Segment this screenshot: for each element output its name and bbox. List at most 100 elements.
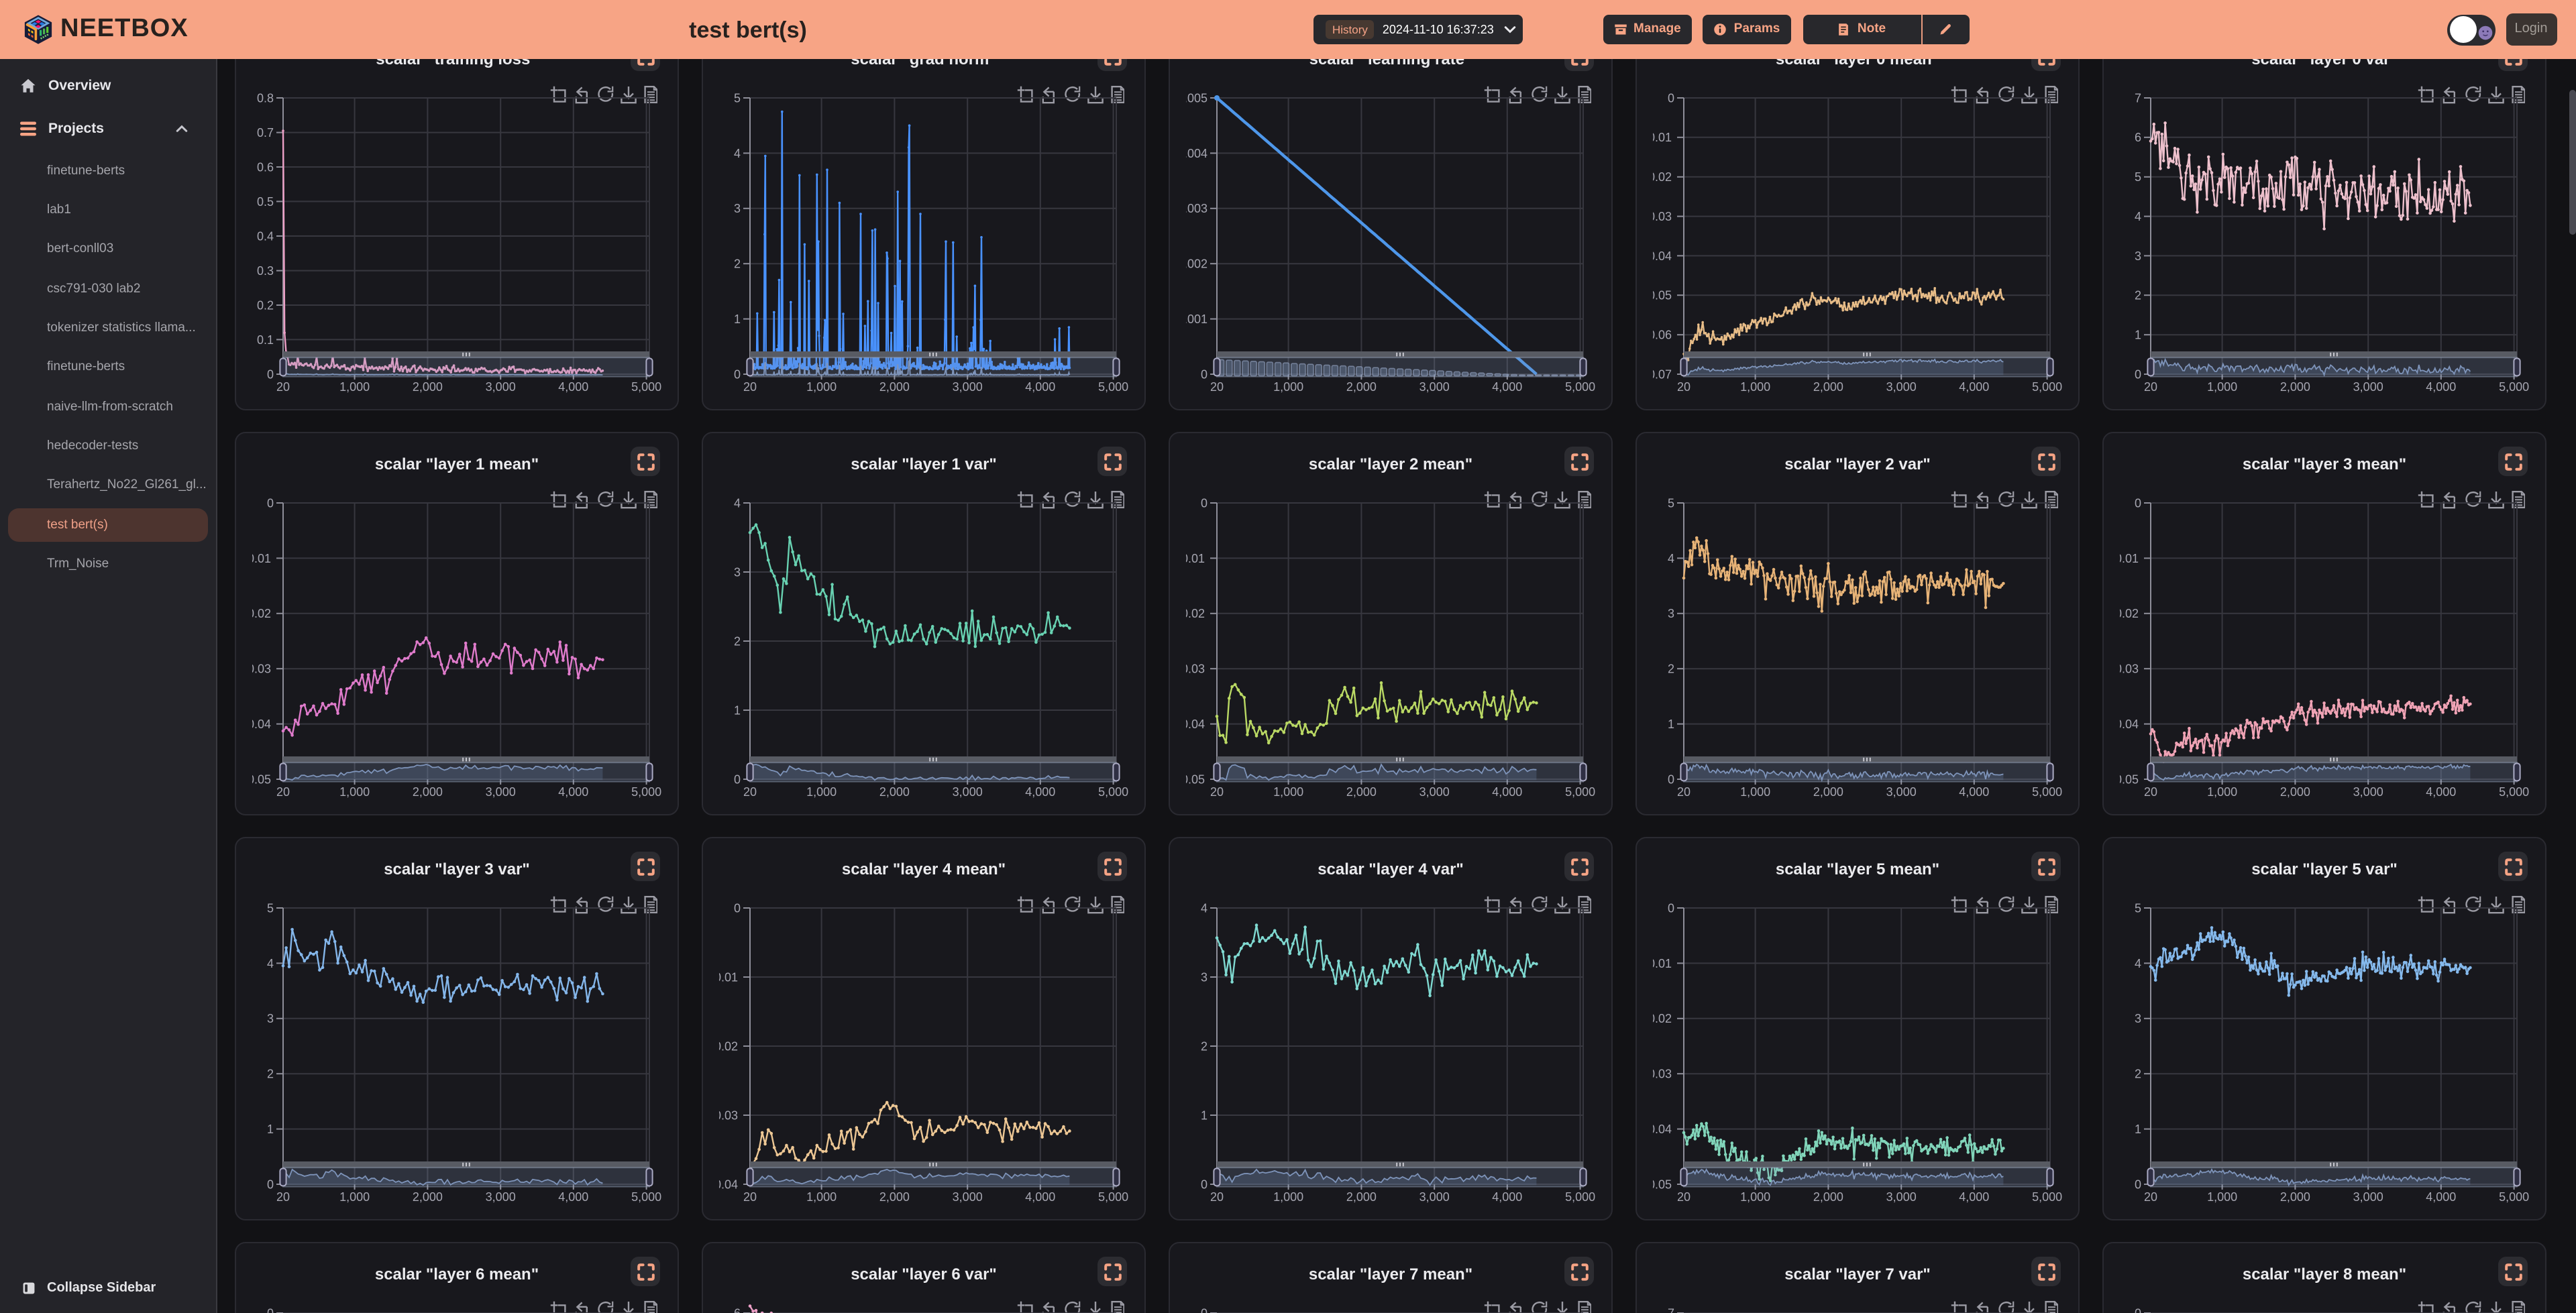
svg-text:5,000: 5,000 <box>1098 1190 1128 1204</box>
svg-text:3,000: 3,000 <box>486 380 516 394</box>
svg-text:4,000: 4,000 <box>1025 785 1055 799</box>
svg-text:1,000: 1,000 <box>339 1190 370 1204</box>
svg-text:0.8: 0.8 <box>257 91 274 105</box>
svg-text:20: 20 <box>276 1190 290 1204</box>
svg-text:2: 2 <box>1201 1039 1208 1053</box>
svg-text:-0.01: -0.01 <box>1186 552 1205 565</box>
svg-text:-0.05: -0.05 <box>1653 289 1672 302</box>
svg-text:0.005: 0.005 <box>1186 91 1208 105</box>
svg-text:-0.04: -0.04 <box>252 718 271 731</box>
svg-text:1,000: 1,000 <box>1273 785 1303 799</box>
svg-text:0: 0 <box>734 367 741 381</box>
svg-text:3,000: 3,000 <box>486 1190 516 1204</box>
svg-text:5,000: 5,000 <box>1565 785 1595 799</box>
svg-text:-0.04: -0.04 <box>2120 718 2139 731</box>
svg-text:0.4: 0.4 <box>257 229 274 243</box>
svg-text:20: 20 <box>276 380 290 394</box>
svg-text:1,000: 1,000 <box>1740 380 1770 394</box>
svg-text:5,000: 5,000 <box>2499 380 2529 394</box>
svg-text:-0.02: -0.02 <box>1186 607 1205 620</box>
svg-text:4: 4 <box>734 496 741 510</box>
svg-text:2,000: 2,000 <box>2280 785 2310 799</box>
svg-text:1,000: 1,000 <box>1740 785 1770 799</box>
svg-text:2: 2 <box>267 1068 274 1081</box>
svg-text:1,000: 1,000 <box>806 785 837 799</box>
svg-text:5: 5 <box>1668 496 1674 510</box>
svg-text:-0.04: -0.04 <box>1653 1123 1672 1136</box>
svg-text:20: 20 <box>2144 785 2157 799</box>
svg-text:2,000: 2,000 <box>1346 785 1377 799</box>
svg-text:0.1: 0.1 <box>257 333 274 347</box>
svg-text:0.5: 0.5 <box>257 195 274 209</box>
svg-text:4,000: 4,000 <box>2426 785 2456 799</box>
svg-text:1: 1 <box>734 312 741 326</box>
svg-text:6: 6 <box>2135 131 2141 144</box>
svg-text:-0.03: -0.03 <box>1653 1068 1672 1081</box>
svg-text:1,000: 1,000 <box>339 785 370 799</box>
svg-text:2,000: 2,000 <box>413 785 443 799</box>
svg-text:-0.06: -0.06 <box>1653 329 1672 342</box>
svg-text:3,000: 3,000 <box>1886 1190 1917 1204</box>
svg-text:2: 2 <box>734 634 741 648</box>
svg-text:1: 1 <box>1201 1108 1208 1122</box>
svg-text:4,000: 4,000 <box>2426 1190 2456 1204</box>
svg-text:0: 0 <box>1201 1178 1208 1191</box>
svg-text:5,000: 5,000 <box>1565 380 1595 394</box>
svg-text:1: 1 <box>267 1123 274 1136</box>
svg-text:0: 0 <box>1668 901 1674 915</box>
svg-text:1,000: 1,000 <box>806 380 837 394</box>
svg-text:4,000: 4,000 <box>558 1190 588 1204</box>
svg-text:-0.01: -0.01 <box>252 552 271 565</box>
svg-text:0: 0 <box>1201 367 1208 381</box>
svg-text:2,000: 2,000 <box>2280 380 2310 394</box>
svg-text:4,000: 4,000 <box>1959 1190 1989 1204</box>
svg-text:5: 5 <box>2135 170 2141 184</box>
svg-text:2,000: 2,000 <box>413 380 443 394</box>
svg-text:2,000: 2,000 <box>1346 380 1377 394</box>
svg-text:3,000: 3,000 <box>953 380 983 394</box>
svg-text:20: 20 <box>1677 1190 1690 1204</box>
svg-text:20: 20 <box>2144 380 2157 394</box>
svg-text:20: 20 <box>2144 1190 2157 1204</box>
svg-text:3: 3 <box>734 202 741 215</box>
svg-text:6: 6 <box>734 1306 741 1313</box>
svg-text:20: 20 <box>743 1190 757 1204</box>
svg-text:5,000: 5,000 <box>2499 785 2529 799</box>
svg-text:0.2: 0.2 <box>257 298 274 312</box>
svg-text:0: 0 <box>734 901 741 915</box>
svg-text:5,000: 5,000 <box>2032 1190 2062 1204</box>
svg-text:3,000: 3,000 <box>1886 380 1917 394</box>
svg-text:-0.04: -0.04 <box>1653 249 1672 263</box>
svg-text:5: 5 <box>2135 901 2141 915</box>
svg-text:20: 20 <box>1677 380 1690 394</box>
svg-text:3,000: 3,000 <box>953 785 983 799</box>
svg-text:0.3: 0.3 <box>257 264 274 278</box>
svg-text:-0.04: -0.04 <box>719 1178 738 1191</box>
svg-text:4,000: 4,000 <box>1492 380 1522 394</box>
svg-text:4,000: 4,000 <box>558 785 588 799</box>
svg-text:5,000: 5,000 <box>1098 785 1128 799</box>
svg-text:20: 20 <box>1677 785 1690 799</box>
svg-text:-0.05: -0.05 <box>1653 1178 1672 1191</box>
svg-text:-0.05: -0.05 <box>1186 773 1205 786</box>
svg-text:-0.05: -0.05 <box>2120 773 2139 786</box>
svg-text:20: 20 <box>1210 1190 1224 1204</box>
svg-text:0.6: 0.6 <box>257 160 274 174</box>
svg-text:0.004: 0.004 <box>1186 147 1208 160</box>
svg-text:1,000: 1,000 <box>1273 1190 1303 1204</box>
svg-text:4,000: 4,000 <box>1959 380 1989 394</box>
svg-text:5,000: 5,000 <box>1565 1190 1595 1204</box>
svg-text:4,000: 4,000 <box>2426 380 2456 394</box>
svg-text:1,000: 1,000 <box>339 380 370 394</box>
svg-text:-0.01: -0.01 <box>1653 131 1672 144</box>
svg-text:1,000: 1,000 <box>1740 1190 1770 1204</box>
svg-text:4: 4 <box>1668 552 1674 565</box>
svg-text:4: 4 <box>734 147 741 160</box>
svg-text:1: 1 <box>2135 329 2141 342</box>
svg-text:1,000: 1,000 <box>2207 380 2237 394</box>
svg-text:-0.03: -0.03 <box>252 663 271 676</box>
svg-text:4: 4 <box>1201 901 1208 915</box>
svg-text:1,000: 1,000 <box>2207 785 2237 799</box>
svg-text:0: 0 <box>267 367 274 381</box>
svg-text:5,000: 5,000 <box>1098 380 1128 394</box>
